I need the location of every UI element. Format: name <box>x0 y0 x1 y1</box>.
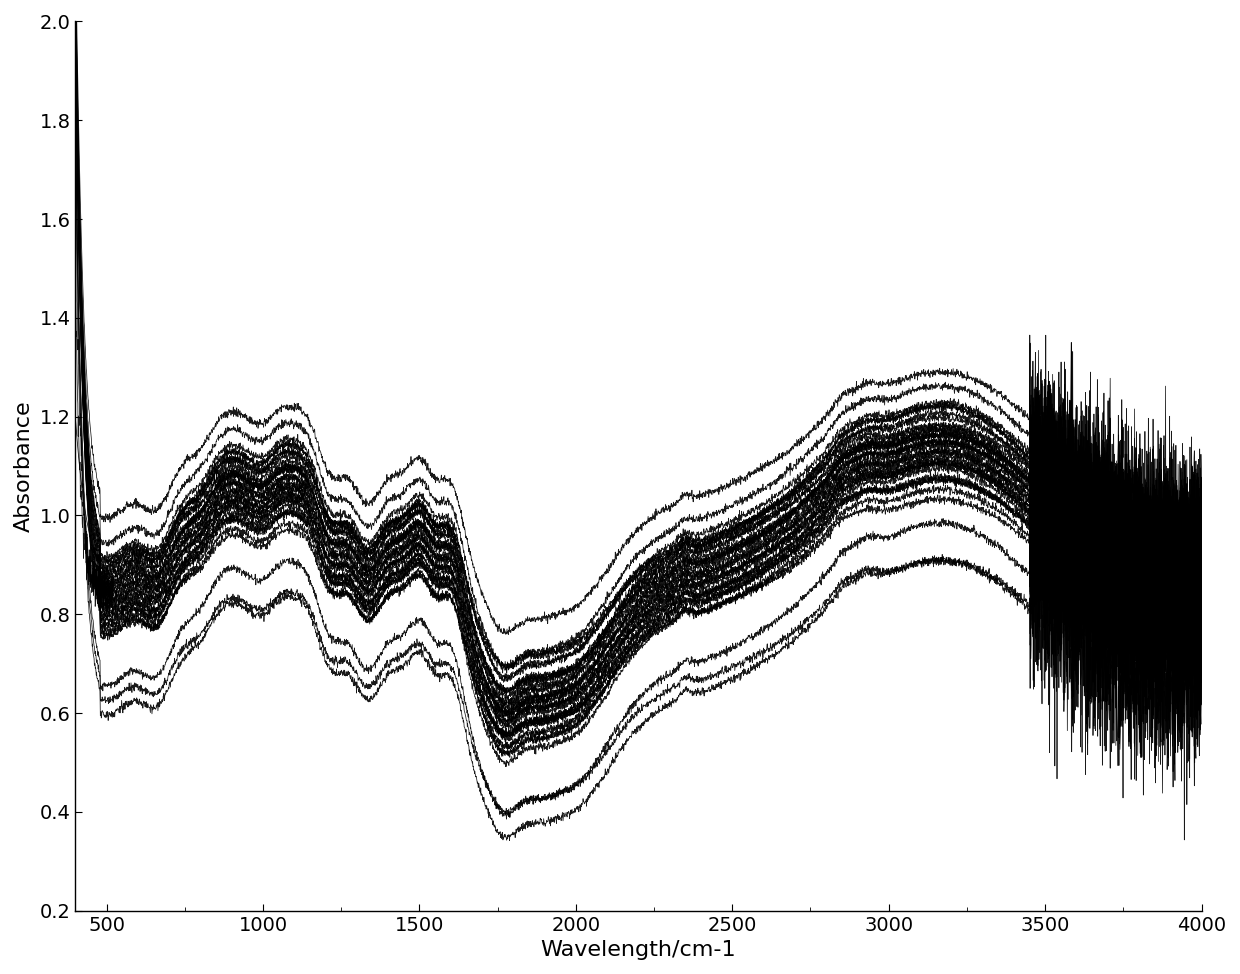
Y-axis label: Absorbance: Absorbance <box>14 400 33 532</box>
X-axis label: Wavelength/cm-1: Wavelength/cm-1 <box>541 940 737 960</box>
